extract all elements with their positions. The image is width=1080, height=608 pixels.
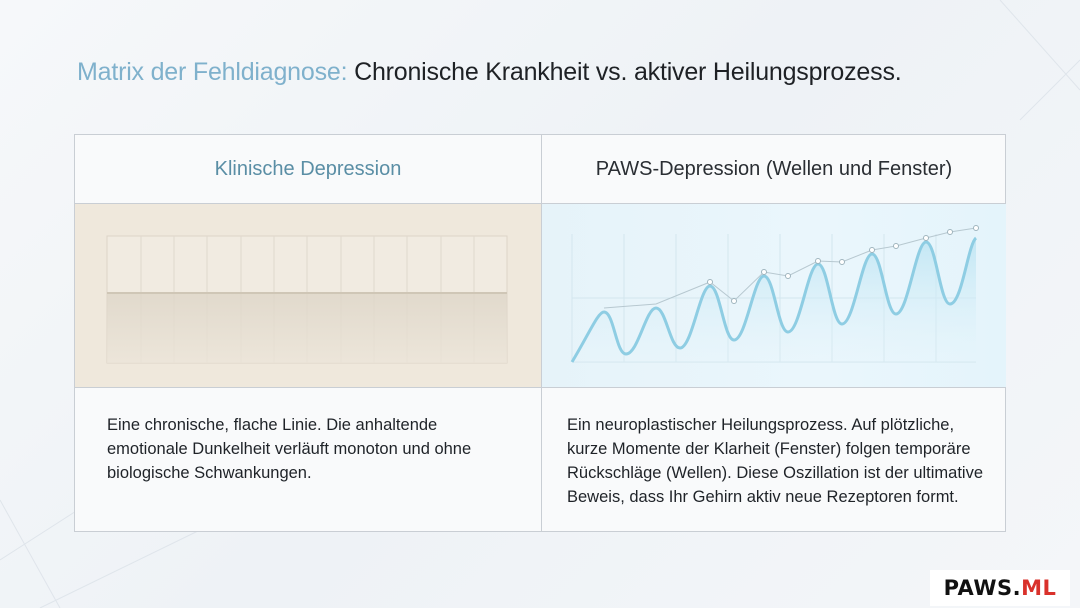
header-clinical-depression: Klinische Depression bbox=[214, 157, 402, 180]
flat-line-illustration bbox=[75, 204, 541, 387]
logo-text-paws: PAWS. bbox=[943, 576, 1022, 600]
title-main: Chronische Krankheit vs. aktiver Heilung… bbox=[354, 58, 902, 86]
column-divider bbox=[541, 135, 542, 532]
header-paws-depression: PAWS-Depression (Wellen und Fenster) bbox=[595, 157, 953, 180]
header-divider bbox=[75, 203, 1006, 204]
logo-text-ml: ML bbox=[1021, 576, 1057, 600]
description-clinical-depression: Eine chronische, flache Linie. Die anhal… bbox=[107, 416, 472, 482]
brand-logo: PAWS. ML bbox=[930, 570, 1070, 606]
title-accent: Matrix der Fehldiagnose: bbox=[77, 58, 348, 86]
wave-illustration bbox=[542, 204, 1006, 387]
comparison-table: Klinische Depression PAWS-Depression (We… bbox=[74, 134, 1006, 532]
chart-divider bbox=[75, 387, 1006, 388]
description-paws-depression: Ein neuroplastischer Heilungsprozess. Au… bbox=[567, 416, 984, 506]
page-title: Matrix der Fehldiagnose: Chronische Kran… bbox=[77, 58, 902, 87]
